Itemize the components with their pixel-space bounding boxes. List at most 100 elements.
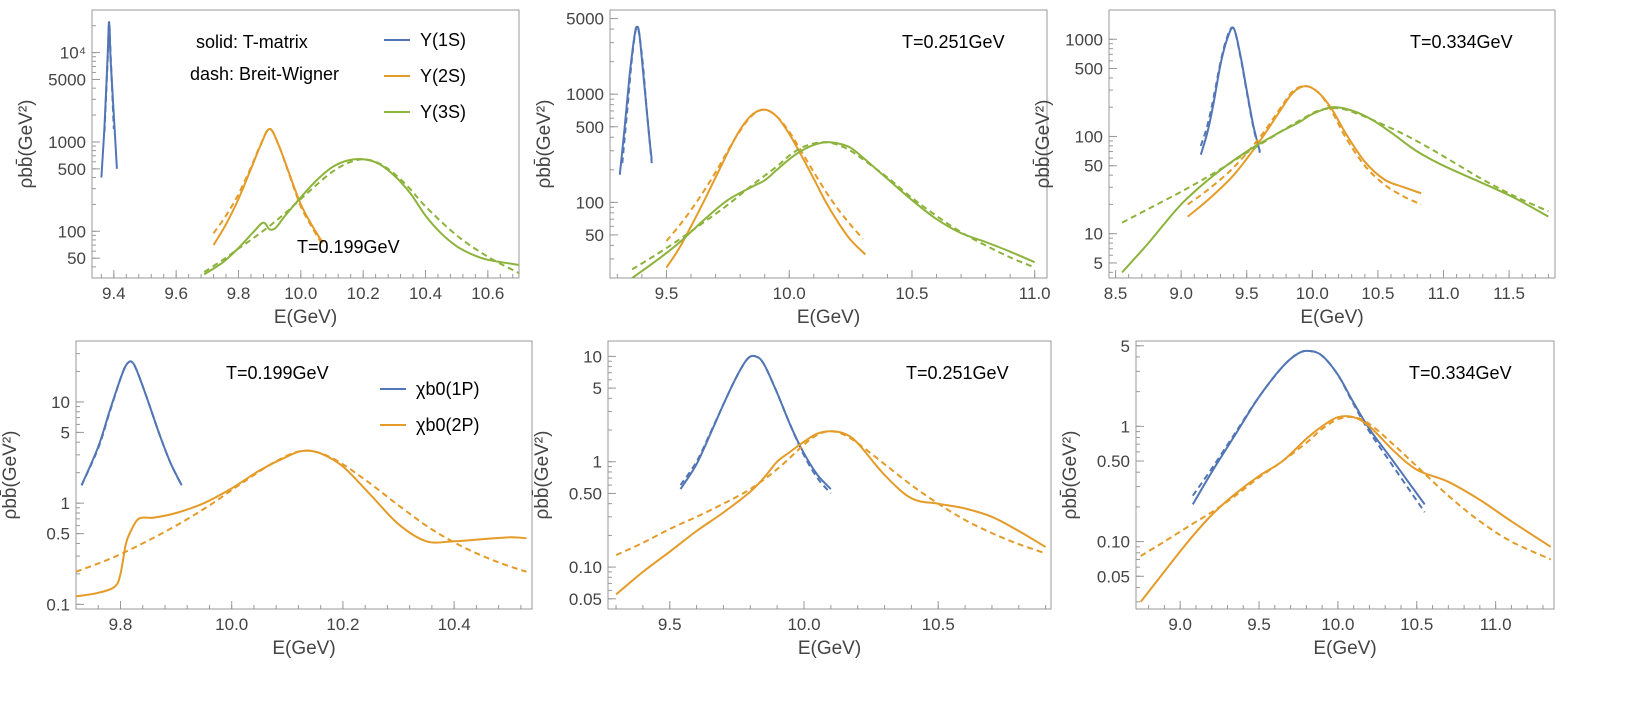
plot-frame (609, 9, 1048, 279)
panel-bottom-left: 0.1 0.5 1 5 10 9.8 10.0 10.2 10.4 E(GeV) ρbb̄(GeV²… (0, 340, 533, 659)
legend-label: Υ(1S) (420, 30, 466, 50)
series-line-green-dashed (631, 141, 1036, 271)
series-line-orange-solid (76, 449, 527, 598)
series-line-orange-solid (665, 108, 867, 269)
x-tick-label: 9.8 (227, 284, 251, 303)
x-axis-title: E(GeV) (1313, 638, 1376, 659)
panel-top-middle: 50 100 500 1000 5000 9.5 10.0 10.5 11.0 E(GeV) ρbb… (534, 9, 1051, 328)
series-line-green-dashed (203, 158, 519, 274)
temperature-label: T=0.334GeV (1409, 363, 1512, 383)
y-axis-title: ρbb̄(GeV²) (532, 431, 553, 520)
y-tick-label: 0.50 (1097, 452, 1130, 471)
x-tick-label: 9.5 (1235, 284, 1259, 303)
y-tick-label: 0.10 (1097, 533, 1130, 552)
y-tick-label: 5 (61, 423, 70, 442)
x-tick-label: 10.0 (1296, 284, 1329, 303)
x-tick-label: 10.0 (1321, 615, 1354, 634)
y-tick-label: 10⁴ (60, 44, 86, 63)
x-axis-title: E(GeV) (797, 307, 860, 328)
series-line-orange-dashed (1187, 85, 1422, 206)
series-line-orange-dashed (665, 108, 864, 242)
series-line-blue-solid (100, 20, 118, 178)
x-tick-label: 9.0 (1169, 284, 1193, 303)
x-tick-label: 10.2 (326, 615, 359, 634)
x-tick-label: 10.5 (922, 615, 955, 634)
y-axis-title: ρbb̄(GeV²) (0, 431, 21, 520)
y-tick-label: 500 (576, 118, 604, 137)
legend-bottom: χb0(1P) χb0(2P) (380, 379, 479, 435)
series-line-orange-dashed (212, 127, 324, 246)
x-axis-title: E(GeV) (798, 638, 861, 659)
temperature-label: T=0.199GeV (226, 363, 329, 383)
y-tick-label: 500 (1075, 60, 1103, 79)
plot-frame (607, 340, 1052, 610)
panel-bottom-right: 0.05 0.10 0.50 1 5 9.0 9.5 10.0 10.5 11.0 E(GeV) ρb… (1060, 337, 1555, 659)
x-axis-title: E(GeV) (272, 638, 335, 659)
x-tick-label: 10.0 (215, 615, 248, 634)
x-tick-label: 9.0 (1168, 615, 1192, 634)
x-tick-label: 10.0 (787, 615, 820, 634)
x-tick-label: 11.0 (1480, 615, 1512, 634)
temperature-label: T=0.199GeV (297, 237, 400, 257)
y-tick-label: 0.1 (46, 595, 70, 614)
x-tick-label: 10.0 (284, 284, 317, 303)
x-tick-label: 11.0 (1428, 284, 1460, 303)
panel-top-right: 5 10 50 100 500 1000 8.5 9.0 9.5 10.0 10.5 11.0 11.5… (1033, 9, 1556, 328)
y-tick-label: 100 (58, 222, 86, 241)
y-tick-label: 5000 (566, 10, 604, 29)
y-axis-title: ρbb̄(GeV²) (1060, 431, 1081, 520)
legend-label: Υ(2S) (420, 66, 466, 86)
panel-bottom-middle: 0.05 0.10 0.50 1 5 10 9.5 10.0 10.5 E(GeV) ρbb̄(Ge… (532, 340, 1052, 659)
x-tick-label: 10.4 (438, 615, 471, 634)
y-tick-label: 0.50 (569, 484, 602, 503)
y-tick-label: 500 (58, 160, 86, 179)
x-tick-label: 8.5 (1104, 284, 1128, 303)
x-tick-label: 10.5 (1361, 284, 1394, 303)
y-tick-label: 0.10 (569, 558, 602, 577)
y-tick-label: 0.05 (569, 590, 602, 609)
series-line-blue-dashed (679, 354, 832, 495)
series-line-orange-dashed (615, 430, 1046, 557)
series-line-blue-dashed (103, 22, 115, 132)
y-tick-label: 0.5 (46, 525, 70, 544)
y-tick-label: 50 (585, 226, 604, 245)
plot-frame (1108, 9, 1556, 279)
series-line-blue-dashed (621, 25, 653, 164)
y-tick-label: 1 (1121, 417, 1130, 436)
series-line-green-solid (631, 141, 1036, 278)
x-tick-label: 10.0 (773, 284, 806, 303)
x-tick-label: 9.5 (658, 615, 682, 634)
temperature-label: T=0.334GeV (1410, 32, 1513, 52)
legend-top: solid: T-matrix dash: Breit-Wigner Υ(1S) Υ(… (190, 30, 466, 122)
y-tick-label: 100 (1075, 127, 1103, 146)
y-tick-label: 1000 (1065, 30, 1103, 49)
x-tick-label: 11.0 (1019, 284, 1051, 303)
y-tick-label: 50 (67, 249, 86, 268)
series-line-orange-dashed (76, 449, 527, 573)
y-tick-label: 1 (61, 494, 70, 513)
series-line-orange-dashed (1140, 415, 1552, 561)
y-tick-label: 100 (576, 193, 604, 212)
legend-label: χb0(2P) (416, 415, 479, 435)
y-tick-label: 1000 (48, 133, 86, 152)
x-tick-label: 10.4 (409, 284, 442, 303)
series-line-blue-solid (679, 354, 832, 490)
legend-label: Υ(3S) (420, 102, 466, 122)
temperature-label: T=0.251GeV (906, 363, 1009, 383)
plot-frame (1135, 340, 1555, 610)
y-tick-label: 1 (593, 453, 602, 472)
x-tick-label: 11.5 (1493, 284, 1525, 303)
x-tick-label: 9.4 (102, 284, 126, 303)
y-tick-label: 10 (1084, 225, 1103, 244)
series-line-blue-dashed (1191, 349, 1426, 513)
series-line-orange-solid (1139, 415, 1552, 603)
legend-note: dash: Breit-Wigner (190, 64, 339, 84)
y-tick-label: 0.05 (1097, 567, 1130, 586)
series-line-blue-solid (1191, 349, 1426, 505)
y-axis-title: ρbb̄(GeV²) (1033, 100, 1054, 189)
series-line-blue-dashed (1199, 26, 1261, 154)
temperature-label: T=0.251GeV (902, 32, 1005, 52)
series-line-orange-solid (615, 430, 1047, 596)
